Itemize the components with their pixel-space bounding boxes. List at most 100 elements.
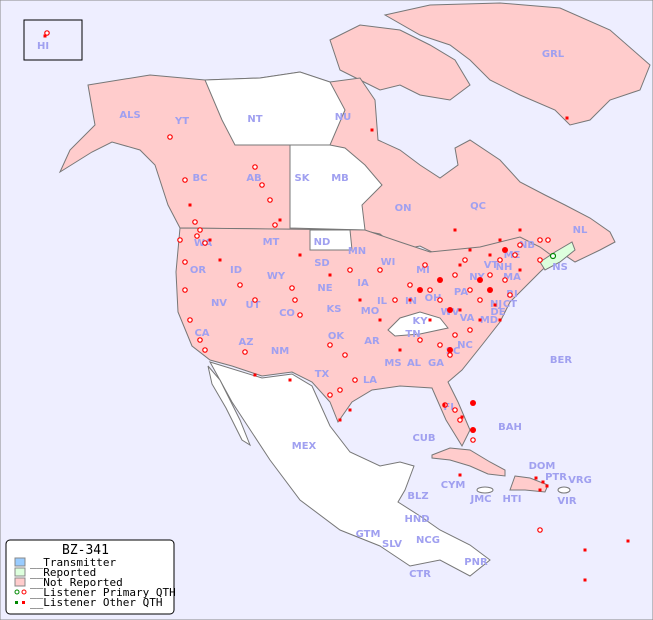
region-nt <box>204 71 346 146</box>
listener-primary-qth-marker <box>517 242 523 248</box>
region-label-va: VA <box>460 313 475 324</box>
region-label-il: IL <box>377 296 388 307</box>
listener-other-qth-marker <box>498 238 502 242</box>
region-label-als: ALS <box>119 110 140 121</box>
region-label-hnd: HND <box>404 514 429 525</box>
listener-primary-qth-marker <box>457 417 463 423</box>
region-label-ky: KY <box>413 316 429 327</box>
listener-primary-qth-marker <box>507 292 513 298</box>
listener-other-qth-marker <box>408 298 412 302</box>
region-label-mt: MT <box>263 237 280 248</box>
listener-other-qth-marker <box>278 218 282 222</box>
listener-primary-qth-marker <box>377 267 383 273</box>
region-label-yt: YT <box>174 116 189 127</box>
region-label-md: MD <box>480 315 498 326</box>
region-label-ms: MS <box>384 358 401 369</box>
listener-qth-cluster-marker <box>447 307 453 313</box>
listener-primary-qth-marker <box>470 437 476 443</box>
listener-primary-qth-marker <box>252 164 258 170</box>
region-label-on: ON <box>395 203 412 214</box>
listener-other-qth-marker <box>458 263 462 267</box>
region-label-nv: NV <box>211 298 227 309</box>
region-label-ar: AR <box>364 336 380 347</box>
region-cuba <box>431 447 506 477</box>
listener-primary-qth-marker <box>327 392 333 398</box>
listener-primary-qth-marker <box>437 342 443 348</box>
listener-primary-qth-marker <box>462 257 468 263</box>
region-label-nu: NU <box>335 112 352 123</box>
region-label-sc: SC <box>446 346 461 357</box>
legend-label-transmitter: __Transmitter <box>30 556 116 569</box>
region-label-ks: KS <box>327 304 342 315</box>
listener-primary-qth-marker <box>182 177 188 183</box>
region-greenland <box>383 2 651 126</box>
listener-qth-cluster-marker <box>477 277 483 283</box>
listener-primary-qth-marker <box>537 257 543 263</box>
listener-primary-qth-marker <box>452 332 458 338</box>
region-label-gtm: GTM <box>356 529 381 540</box>
region-label-ct: CT <box>503 299 517 310</box>
region-label-blz: BLZ <box>407 491 428 502</box>
legend-primary-icon-red <box>21 589 27 595</box>
region-label-nd: ND <box>314 237 331 248</box>
listener-other-qth-marker <box>208 238 212 242</box>
region-label-ab: AB <box>246 173 261 184</box>
region-label-mi: MI <box>416 265 430 276</box>
region-label-id: ID <box>230 265 242 276</box>
region-usa <box>175 227 556 448</box>
region-label-mb: MB <box>331 173 349 184</box>
region-label-dom: DOM <box>529 461 556 472</box>
listener-primary-qth-marker <box>44 30 50 36</box>
region-label-nh: NH <box>496 262 513 273</box>
listener-primary-qth-marker <box>427 287 433 293</box>
region-label-mn: MN <box>348 246 366 257</box>
region-label-cym: CYM <box>441 480 466 491</box>
region-label-ncg: NCG <box>416 535 440 546</box>
region-label-qc: QC <box>470 201 486 212</box>
listener-primary-qth-marker <box>194 233 200 239</box>
region-label-cub: CUB <box>412 433 435 444</box>
listener-primary-qth-marker <box>297 312 303 318</box>
listener-primary-qth-marker <box>259 182 265 188</box>
listener-primary-qth-marker <box>347 267 353 273</box>
listener-primary-qth-marker <box>407 282 413 288</box>
legend-label-other: __Listener Other QTH <box>30 596 162 609</box>
legend-title: BZ-341 <box>62 543 109 558</box>
region-label-de: DE <box>490 307 505 318</box>
region-label-la: LA <box>363 375 377 386</box>
listener-other-qth-marker <box>518 228 522 232</box>
region-label-mex: MEX <box>292 441 317 452</box>
listener-other-qth-marker <box>428 318 432 322</box>
listener-primary-qth-marker <box>512 252 518 258</box>
region-label-bc: BC <box>193 173 208 184</box>
region-label-az: AZ <box>239 337 254 348</box>
listener-other-qth-marker <box>541 480 545 484</box>
legend-primary-icon-green <box>14 589 20 595</box>
listener-primary-qth-marker <box>497 257 503 263</box>
region-baja <box>207 365 252 447</box>
region-label-nc: NC <box>457 340 473 351</box>
listener-primary-qth-marker <box>502 277 508 283</box>
region-ky <box>387 311 449 337</box>
region-label-nt: NT <box>247 114 262 125</box>
region-label-oh: OH <box>425 293 442 304</box>
region-label-sd: SD <box>314 258 330 269</box>
region-label-vir: VIR <box>557 496 576 507</box>
hawaii-inset <box>23 19 83 61</box>
legend-label-not-reported: __Not Reported <box>30 576 123 589</box>
listener-primary-qth-marker <box>337 387 343 393</box>
region-sk-mb <box>289 144 383 231</box>
region-label-jmc: JMC <box>469 494 491 505</box>
listener-qth-cluster-marker <box>447 347 453 353</box>
listener-other-qth-marker <box>583 548 587 552</box>
region-label-co: CO <box>279 308 295 319</box>
listener-primary-qth-home-marker <box>549 252 557 260</box>
region-label-hi: HI <box>37 41 49 52</box>
region-label-ny: NY <box>469 272 485 283</box>
region-mexico <box>208 361 491 577</box>
listener-other-qth-marker <box>458 473 462 477</box>
listener-primary-qth-marker <box>537 527 543 533</box>
listener-primary-qth-marker <box>237 282 243 288</box>
